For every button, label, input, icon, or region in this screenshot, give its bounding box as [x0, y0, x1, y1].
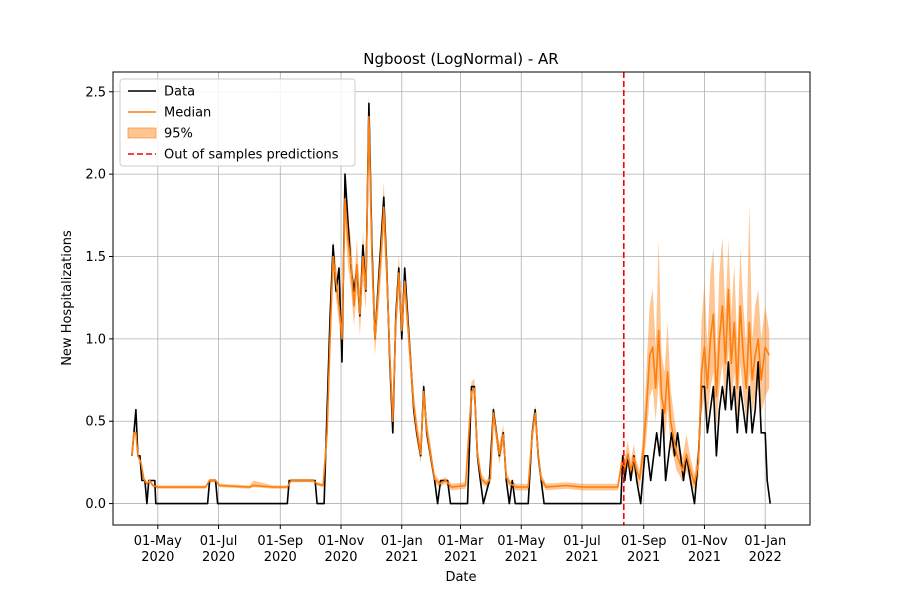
x-tick-year: 2020	[202, 550, 235, 565]
y-axis-ticks: 0.0 0.5 1.0 1.5 2.0 2.5	[85, 85, 113, 512]
y-tick-label: 1.5	[85, 250, 106, 265]
x-tick-year: 2021	[688, 550, 721, 565]
y-tick-label: 0.5	[85, 415, 106, 430]
x-tick-label: 01-Nov	[318, 534, 365, 549]
x-tick-label: 01-May	[497, 534, 545, 549]
x-tick-label: 01-Jan	[744, 534, 786, 549]
x-tick-label: 01-Jul	[200, 534, 238, 549]
x-tick-label: 01-Mar	[438, 534, 484, 549]
x-axis-ticks: 01-May202001-Jul202001-Sep202001-Nov2020…	[134, 525, 786, 565]
x-tick-year: 2021	[565, 550, 598, 565]
x-tick-year: 2021	[444, 550, 477, 565]
series-layer	[131, 102, 771, 505]
x-tick-year: 2020	[141, 550, 174, 565]
x-tick-year: 2020	[264, 550, 297, 565]
x-tick-year: 2021	[627, 550, 660, 565]
series-median-line	[131, 115, 770, 488]
legend-label: 95%	[164, 127, 193, 142]
x-tick-label: 01-Sep	[257, 534, 303, 549]
y-tick-label: 2.5	[85, 85, 106, 100]
x-tick-label: 01-Sep	[621, 534, 667, 549]
plot-frame	[112, 71, 811, 526]
legend-swatch	[127, 127, 157, 139]
chart-title: Ngboost (LogNormal) - AR	[363, 50, 558, 68]
y-tick-label: 0.0	[85, 497, 106, 512]
x-axis-label: Date	[445, 570, 476, 585]
legend: Data Median 95% Out of samples predictions	[119, 78, 356, 167]
x-tick-year: 2022	[749, 550, 782, 565]
x-tick-year: 2020	[324, 550, 357, 565]
legend-label: Out of samples predictions	[164, 148, 339, 163]
legend-label: Data	[164, 85, 195, 100]
x-tick-year: 2021	[385, 550, 418, 565]
legend-label: Median	[164, 106, 211, 121]
y-tick-label: 2.0	[85, 168, 106, 183]
y-tick-label: 1.0	[85, 332, 106, 347]
x-tick-label: 01-Jul	[563, 534, 601, 549]
x-tick-year: 2021	[505, 550, 538, 565]
y-axis-label: New Hospitalizations	[60, 230, 75, 366]
legend-box	[119, 78, 356, 167]
x-tick-label: 01-Jan	[381, 534, 423, 549]
x-tick-label: 01-Nov	[681, 534, 728, 549]
x-tick-label: 01-May	[134, 534, 182, 549]
